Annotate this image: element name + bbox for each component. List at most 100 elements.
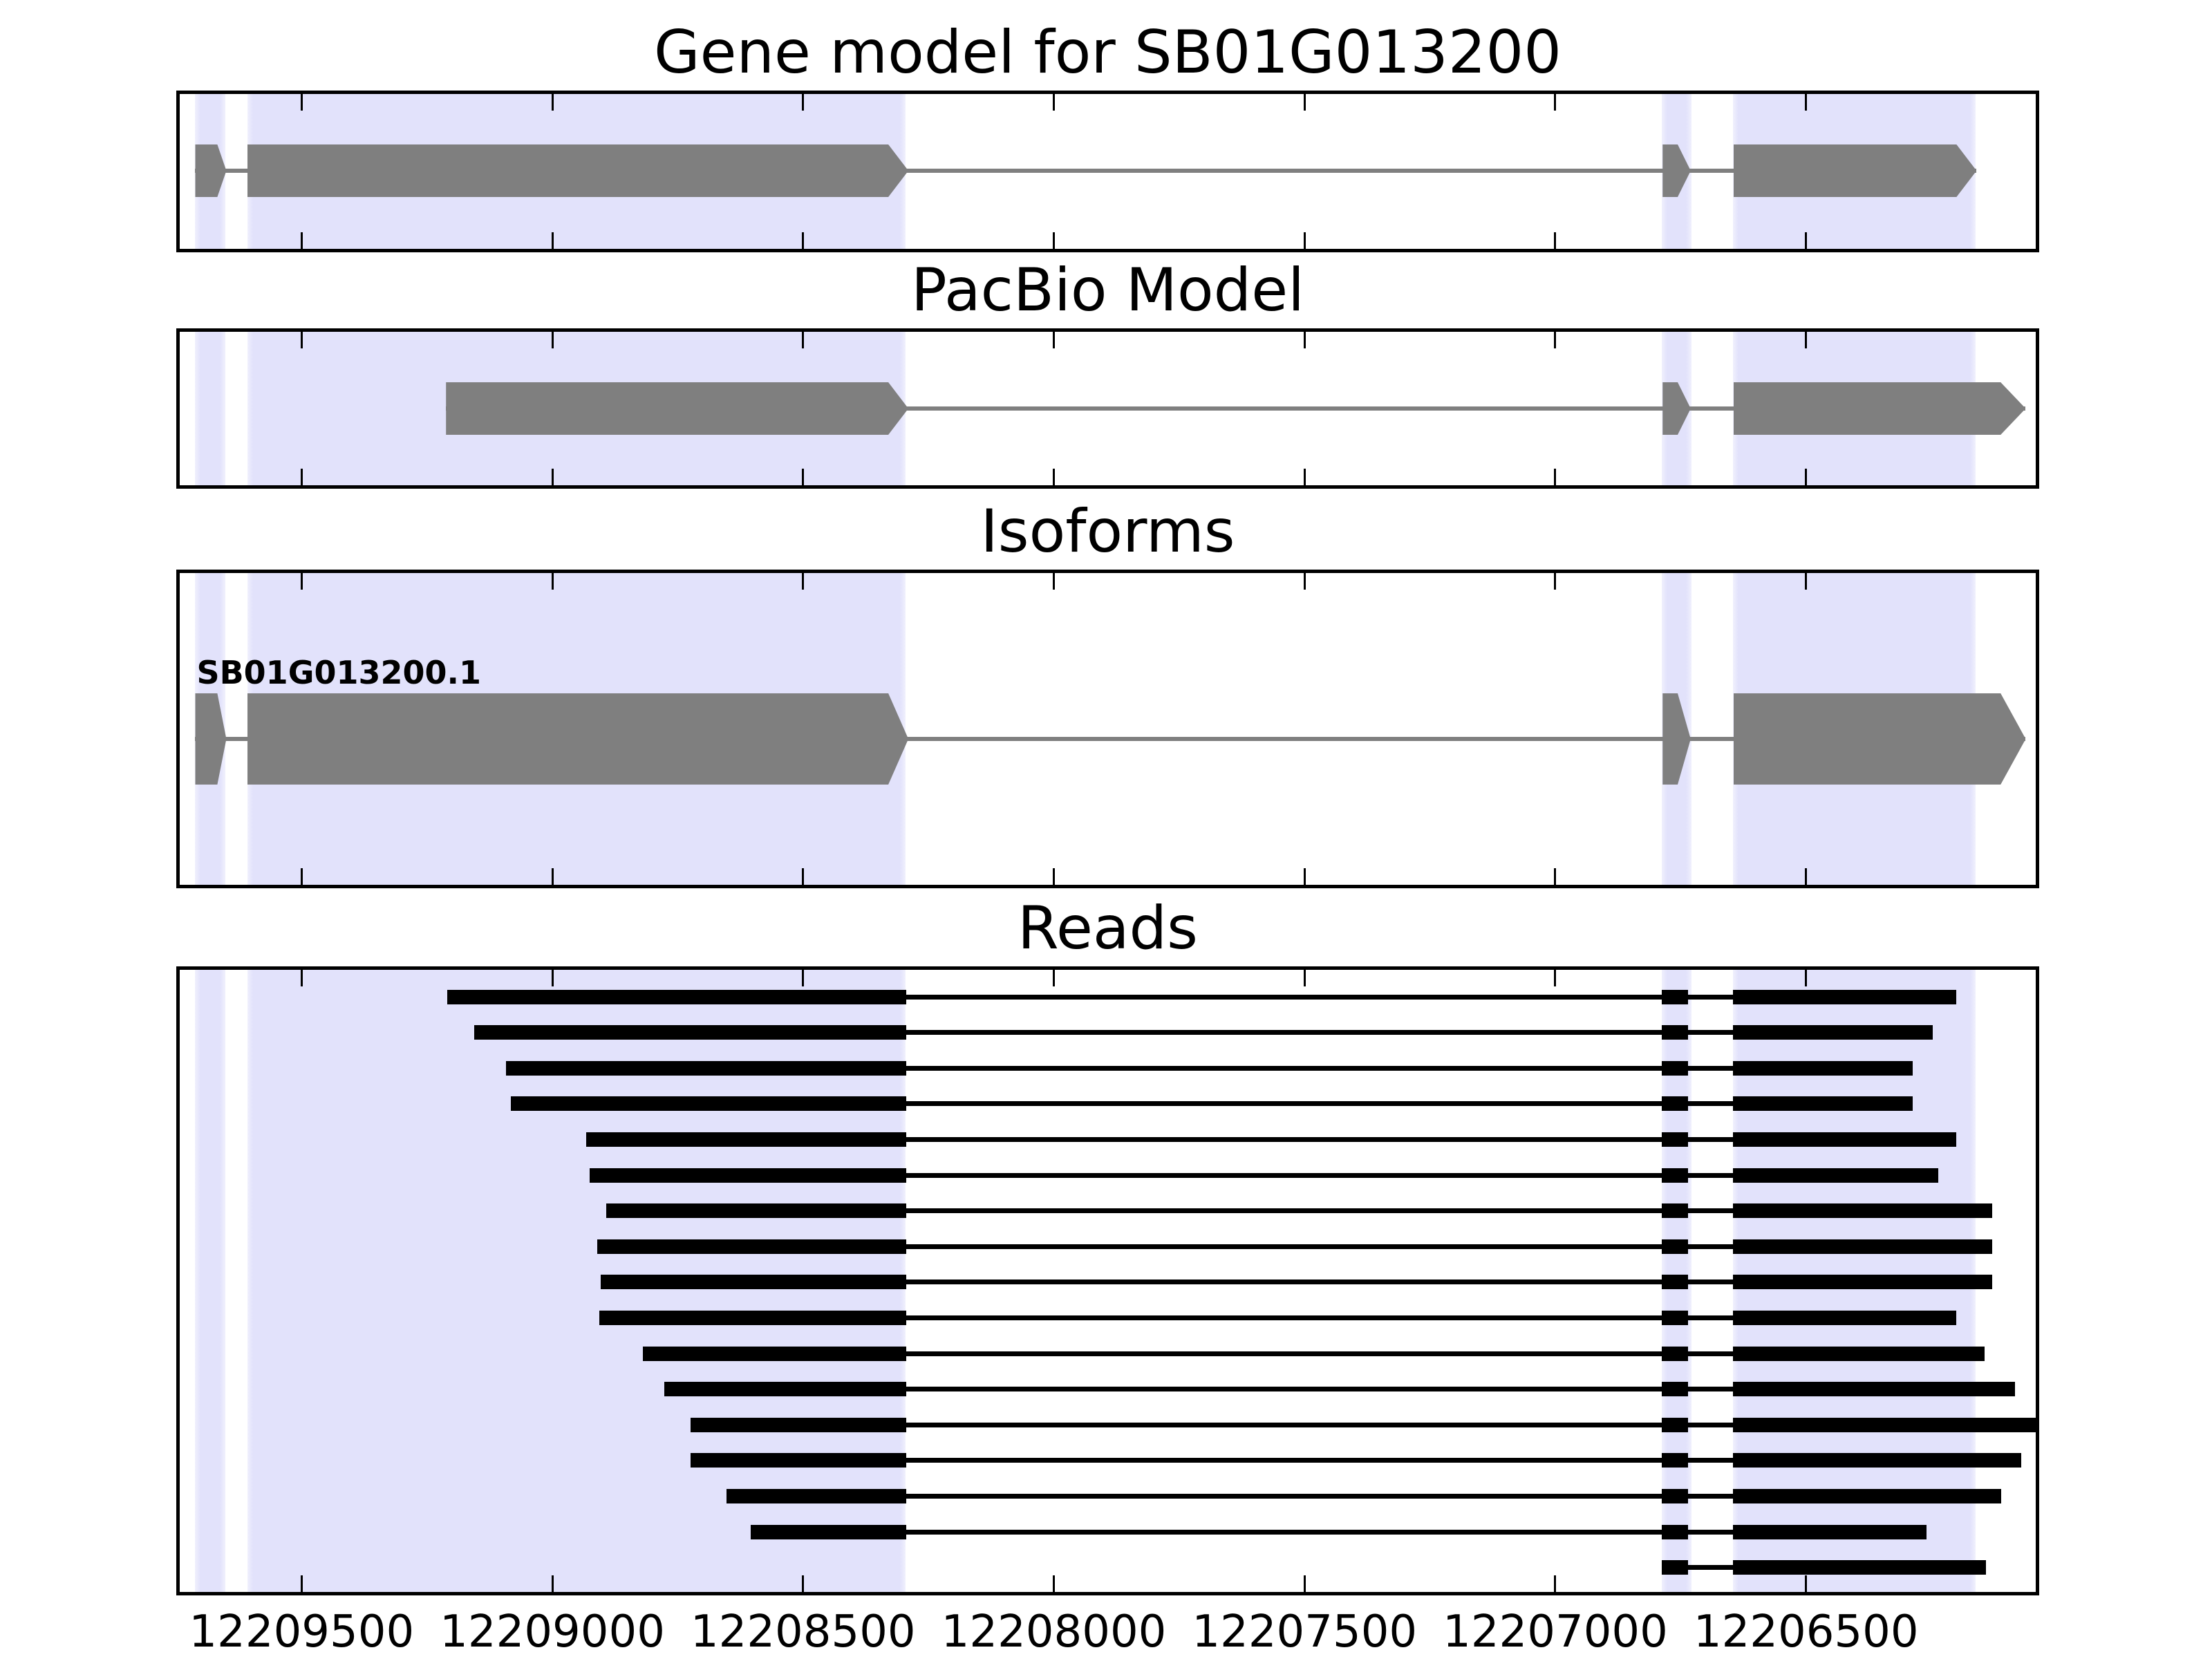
read-exon <box>1661 1382 1689 1397</box>
axis-tick-label: 12208000 <box>941 1606 1167 1658</box>
read-exon <box>1661 1453 1689 1468</box>
axis-tick <box>1805 868 1808 885</box>
read-intron-line <box>506 1065 1913 1071</box>
read-exon <box>1661 1310 1689 1325</box>
axis-tick <box>1053 1575 1055 1592</box>
read-exon <box>1661 1346 1689 1361</box>
intron-line <box>195 169 1977 173</box>
read-exon <box>1661 1203 1689 1219</box>
read-exon <box>1732 1203 1992 1219</box>
read-exon <box>506 1060 907 1076</box>
axis-tick <box>1805 573 1808 590</box>
exon <box>1733 144 1977 197</box>
read-exon <box>1732 1168 1939 1183</box>
exon <box>446 382 909 435</box>
panel-gene-model <box>176 91 2039 252</box>
read-exon <box>1661 1488 1689 1503</box>
axis-tick <box>1554 469 1557 485</box>
read-exon <box>1661 1025 1689 1040</box>
read-intron-line <box>750 1529 1927 1535</box>
exon <box>1733 693 2026 785</box>
panel-pacbio <box>176 328 2039 489</box>
read-exon <box>447 989 907 1004</box>
read-exon <box>1732 1096 1913 1112</box>
read-intron-line <box>590 1172 1939 1178</box>
axis-tick-label: 12209500 <box>189 1606 415 1658</box>
read-exon <box>510 1096 907 1112</box>
read-exon <box>1732 1488 2001 1503</box>
axis-tick <box>551 1575 554 1592</box>
read-exon <box>597 1239 907 1254</box>
read-exon <box>474 1025 907 1040</box>
panel-isoforms: SB01G013200.1 <box>176 570 2039 888</box>
read-intron-line <box>690 1458 2021 1463</box>
highlight-band <box>195 970 225 1592</box>
read-exon <box>1732 1346 1985 1361</box>
axis-tick <box>300 970 303 986</box>
exon <box>247 144 909 197</box>
axis-tick <box>802 469 805 485</box>
read-exon <box>1661 1132 1689 1147</box>
axis-tick <box>1554 1575 1557 1592</box>
panel-reads <box>176 966 2039 1595</box>
axis-tick <box>1053 868 1055 885</box>
axis-tick <box>551 573 554 590</box>
read-exon <box>1661 1239 1689 1254</box>
read-intron-line <box>447 994 1957 1000</box>
read-intron-line <box>510 1101 1913 1107</box>
axis-tick <box>802 232 805 249</box>
axis-tick <box>300 94 303 111</box>
axis-tick <box>1805 970 1808 986</box>
axis-tick <box>551 232 554 249</box>
axis-tick <box>802 332 805 348</box>
read-intron-line <box>601 1280 1992 1285</box>
axis-tick-label: 12207500 <box>1192 1606 1418 1658</box>
axis-tick <box>1053 94 1055 111</box>
axis-tick <box>1303 970 1306 986</box>
read-exon <box>599 1310 907 1325</box>
axis-tick <box>802 1575 805 1592</box>
read-exon <box>1732 1132 1957 1147</box>
read-exon <box>1661 989 1689 1004</box>
axis-tick <box>1554 573 1557 590</box>
read-exon <box>606 1203 907 1219</box>
read-exon <box>601 1275 907 1290</box>
axis-tick-label: 12207000 <box>1443 1606 1668 1658</box>
axis-tick <box>300 868 303 885</box>
read-exon <box>664 1382 907 1397</box>
axis-tick <box>1805 94 1808 111</box>
read-intron-line <box>599 1315 1956 1320</box>
read-exon <box>642 1346 907 1361</box>
read-exon <box>1732 1310 1956 1325</box>
axis-tick <box>1303 332 1306 348</box>
read-exon <box>1661 1524 1689 1539</box>
panel-title-isoforms: Isoforms <box>980 497 1235 566</box>
read-exon <box>1732 1025 1933 1040</box>
axis-tick <box>1554 970 1557 986</box>
read-intron-line <box>597 1244 1992 1249</box>
axis-tick-label: 12208500 <box>690 1606 916 1658</box>
read-exon <box>1732 1560 1987 1575</box>
axis-tick <box>1805 469 1808 485</box>
axis-tick <box>1554 868 1557 885</box>
highlight-band <box>195 332 225 485</box>
read-intron-line <box>474 1030 1933 1035</box>
axis-tick <box>1805 1575 1808 1592</box>
read-exon <box>1732 1239 1992 1254</box>
axis-tick-label: 12209000 <box>440 1606 665 1658</box>
read-exon <box>1661 1417 1689 1432</box>
axis-tick <box>1303 232 1306 249</box>
panel-title-pacbio: PacBio Model <box>910 256 1305 325</box>
axis-tick <box>1554 94 1557 111</box>
read-exon <box>590 1168 907 1183</box>
axis-tick <box>551 332 554 348</box>
axis-tick <box>802 970 805 986</box>
panel-title-reads: Reads <box>1018 894 1198 963</box>
read-exon <box>726 1488 907 1503</box>
axis-tick <box>1303 868 1306 885</box>
axis-tick <box>1303 94 1306 111</box>
axis-tick <box>1805 232 1808 249</box>
axis-tick <box>1053 970 1055 986</box>
axis-tick <box>300 332 303 348</box>
exon <box>1733 382 2026 435</box>
